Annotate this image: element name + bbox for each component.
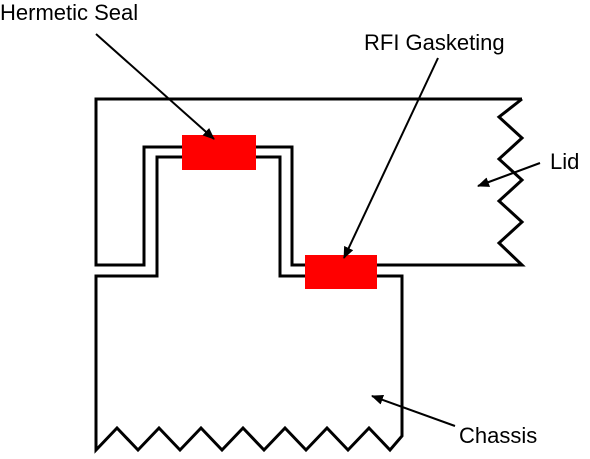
- chassis-label: Chassis: [459, 423, 537, 448]
- chassis-outline: [94, 155, 404, 454]
- lid-leader-arrow: [477, 162, 541, 187]
- rfi-gasketing-leader-arrow: [343, 57, 439, 259]
- lid-label: Lid: [550, 149, 579, 174]
- rfi-gasketing-label: RFI Gasketing: [364, 30, 505, 55]
- hermetic-seal-block: [182, 135, 256, 170]
- chassis-leader-arrow: [371, 395, 456, 427]
- rfi-gasket-block: [305, 255, 377, 289]
- hermetic-seal-label: Hermetic Seal: [0, 0, 138, 25]
- hermetic-seal-leader-arrow: [95, 33, 215, 140]
- lid-outline: [94, 97, 526, 267]
